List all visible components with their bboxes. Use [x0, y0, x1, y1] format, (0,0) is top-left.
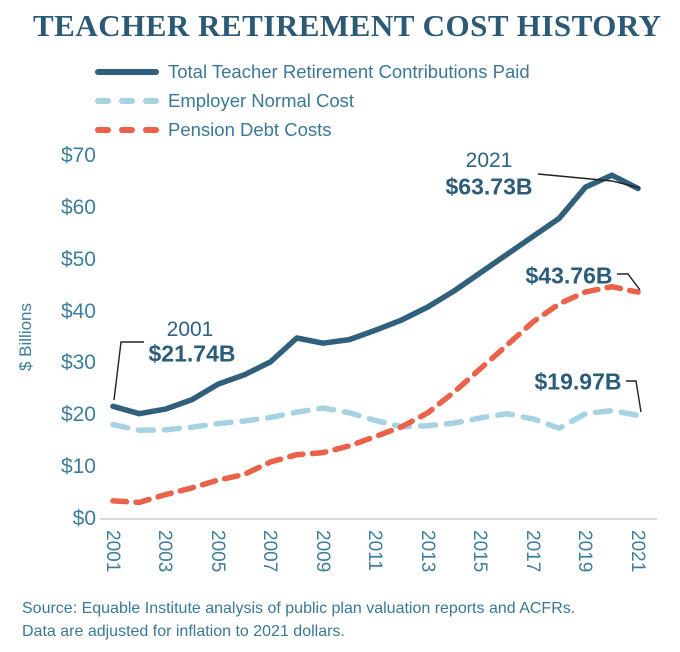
annotation-value-label: $21.74B: [148, 340, 236, 367]
x-tick-label: 2019: [574, 530, 595, 573]
legend: Total Teacher Retirement Contributions P…: [95, 60, 530, 147]
legend-item-employer-normal-cost: Employer Normal Cost: [95, 89, 530, 113]
annotation-year-label: 2021: [465, 149, 513, 172]
y-tick-label: $0: [72, 507, 96, 530]
x-tick-label: 2015: [469, 530, 490, 573]
series-line-total-teacher-retirement-contributions-paid: [110, 172, 641, 417]
annotation-value-label: $63.73B: [445, 173, 533, 200]
source-note: Source: Equable Institute analysis of pu…: [22, 597, 575, 643]
legend-label: Pension Debt Costs: [168, 119, 332, 140]
source-line-1: Source: Equable Institute analysis of pu…: [22, 600, 576, 617]
y-tick-label: $30: [60, 351, 96, 375]
annotation-value-label: $19.97B: [534, 368, 622, 395]
x-tick-label: 2011: [364, 530, 385, 571]
x-tick-label: 2009: [311, 530, 333, 573]
series-line-employer-normal-cost: [110, 405, 641, 434]
x-tick-label: 2021: [626, 530, 648, 573]
y-tick-label: $10: [60, 455, 96, 479]
series-line-pension-debt-costs: [110, 283, 641, 506]
page-title: TEACHER RETIREMENT COST HISTORY: [33, 8, 662, 43]
callout-line: [617, 273, 641, 291]
x-tick-label: 2013: [416, 530, 438, 573]
legend-item-total: Total Teacher Retirement Contributions P…: [95, 60, 530, 84]
annotation-year-label: 2001: [166, 318, 214, 341]
legend-label: Employer Normal Cost: [168, 90, 355, 111]
y-tick-label: $70: [60, 144, 96, 167]
annotation-value-label: $43.76B: [525, 262, 613, 289]
x-tick-label: 2017: [521, 530, 543, 573]
x-tick-label: 2003: [154, 530, 175, 573]
x-tick-label: 2001: [101, 530, 123, 573]
y-tick-label: $40: [60, 299, 96, 323]
legend-label: Total Teacher Retirement Contributions P…: [168, 61, 530, 82]
y-tick-label: $20: [60, 403, 96, 427]
dashed-line-swatch-icon: [95, 127, 159, 133]
source-line-2: Data are adjusted for inflation to 2021 …: [22, 623, 345, 640]
callout-line: [537, 173, 641, 189]
y-axis-title: $ Billions: [16, 302, 35, 372]
y-tick-label: $60: [60, 195, 96, 219]
dashed-line-swatch-icon: [95, 98, 159, 104]
solid-line-swatch-icon: [95, 69, 159, 75]
x-tick-label: 2005: [206, 530, 228, 573]
x-tick-label: 2007: [259, 530, 280, 573]
y-tick-label: $50: [60, 247, 96, 271]
callout-line: [626, 380, 642, 413]
callout-line: [113, 341, 144, 401]
legend-item-pension-debt-costs: Pension Debt Costs: [95, 118, 530, 142]
